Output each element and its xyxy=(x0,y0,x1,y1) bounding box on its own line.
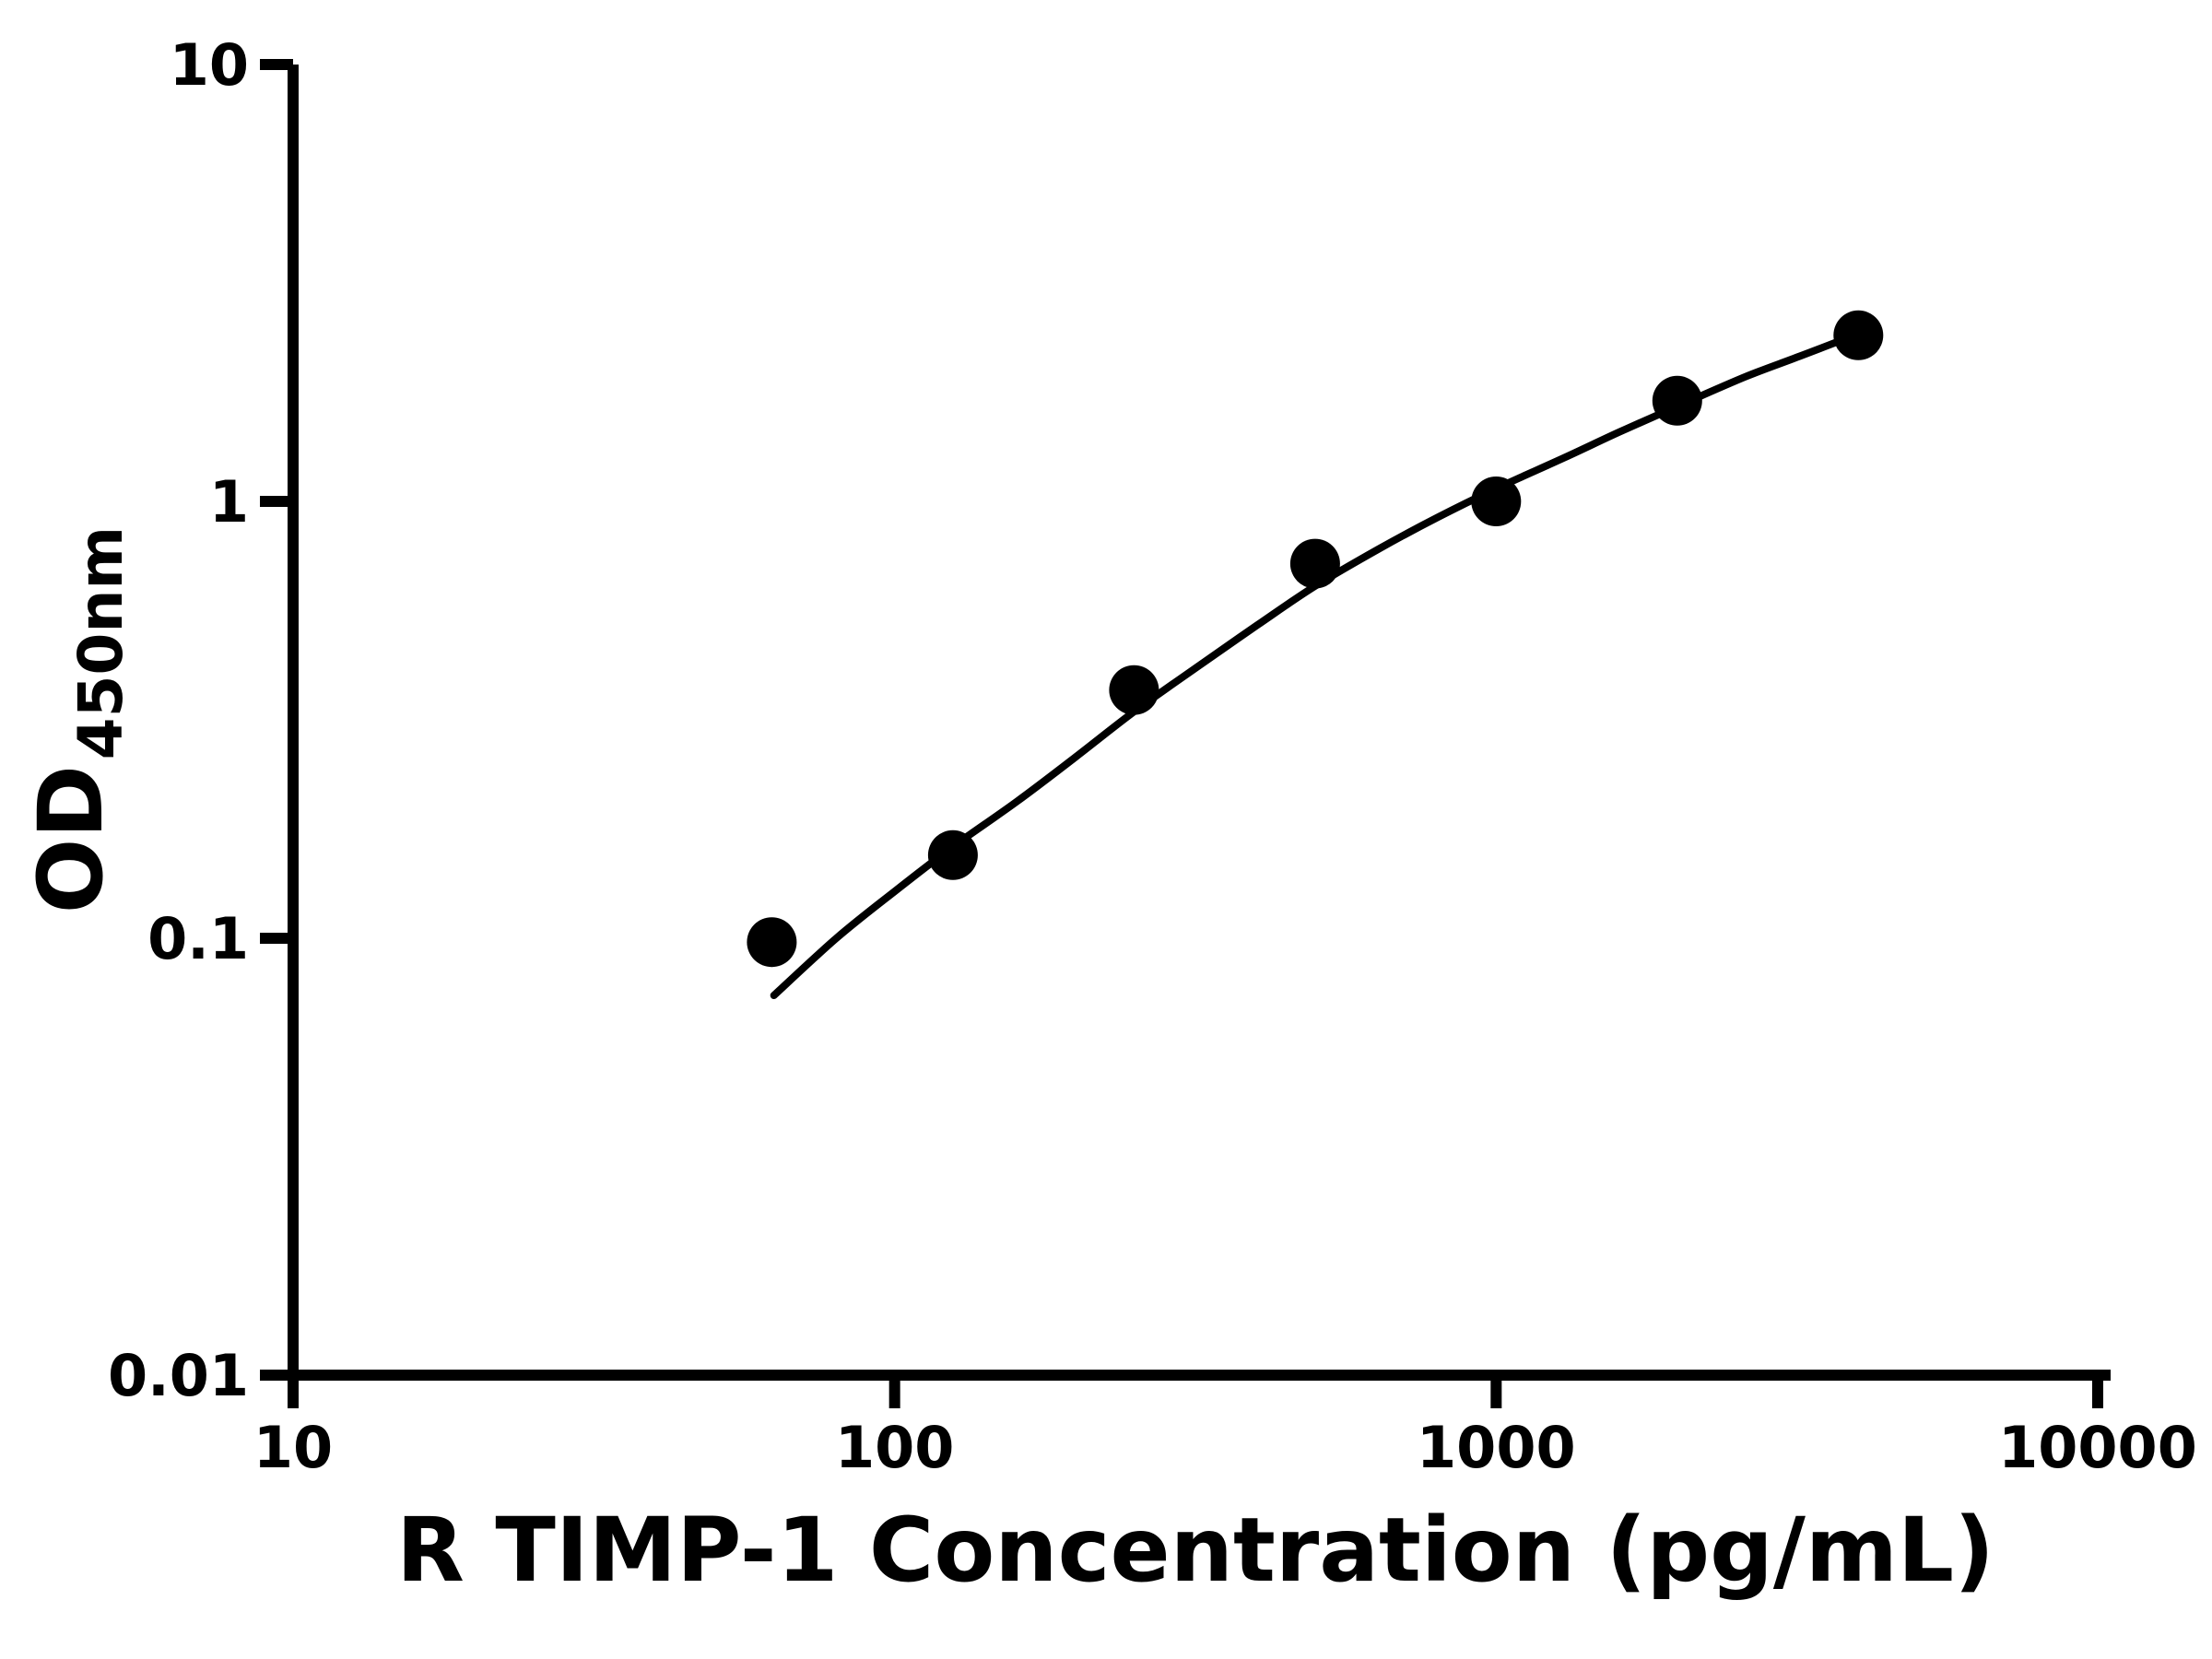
data-point xyxy=(747,917,797,968)
y-tick-label: 0.1 xyxy=(147,905,249,972)
data-point xyxy=(1289,538,1340,589)
data-point xyxy=(1833,310,1884,360)
fit-curve-line xyxy=(770,330,1863,999)
x-tick-label: 10 xyxy=(253,1414,333,1481)
axes xyxy=(288,65,2111,1381)
x-tick-label: 100 xyxy=(835,1414,954,1481)
x-tick-label: 1000 xyxy=(1417,1414,1576,1481)
axis-ticks xyxy=(260,59,2103,1408)
data-point xyxy=(1652,375,1702,426)
x-tick-label: 10000 xyxy=(1998,1414,2197,1481)
data-point xyxy=(1471,477,1522,526)
data-points xyxy=(747,310,1884,968)
y-axis-title-main: OD xyxy=(19,765,123,913)
fit-curve xyxy=(770,330,1863,999)
y-tick-label: 1 xyxy=(209,468,249,535)
y-axis-title: OD 450nm xyxy=(19,526,136,913)
data-point xyxy=(927,830,978,880)
data-point xyxy=(1109,665,1159,715)
axis-tick-labels: 10 100 1000 10000 0.01 0.1 1 10 xyxy=(108,31,2197,1481)
y-tick-label: 10 xyxy=(170,31,249,99)
y-axis-title-subscript: 450nm xyxy=(65,526,136,760)
y-tick-label: 0.01 xyxy=(108,1342,249,1409)
x-axis-title: R TIMP-1 Concentration (pg/mL) xyxy=(396,1499,1994,1602)
